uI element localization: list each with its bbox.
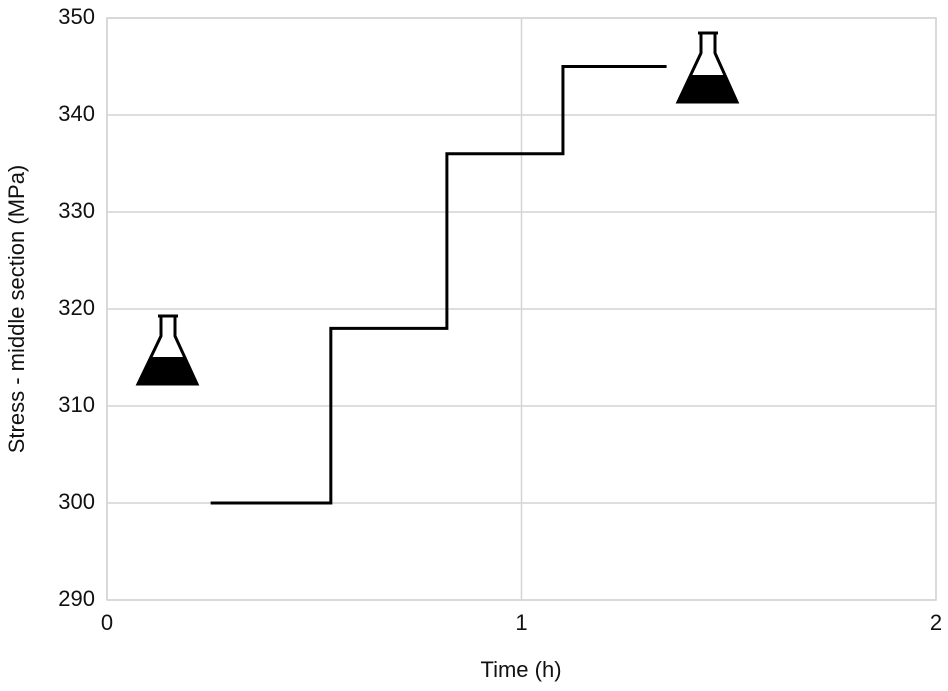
- y-tick-label: 330: [58, 198, 95, 223]
- y-tick-label: 340: [58, 101, 95, 126]
- data-line: [210, 65, 667, 505]
- x-tick-label: 1: [515, 610, 527, 635]
- y-tick-label: 350: [58, 4, 95, 29]
- y-tick-label: 320: [58, 295, 95, 320]
- y-tick-label: 310: [58, 392, 95, 417]
- x-tick-label: 0: [101, 610, 113, 635]
- y-tick-label: 290: [58, 586, 95, 611]
- y-axis-label: Stress - middle section (MPa): [4, 165, 29, 454]
- flask-icon: [675, 31, 740, 104]
- x-axis-label: Time (h): [480, 657, 561, 682]
- flask-icon: [135, 314, 200, 386]
- x-tick-label: 2: [930, 610, 942, 635]
- y-tick-label: 300: [58, 489, 95, 514]
